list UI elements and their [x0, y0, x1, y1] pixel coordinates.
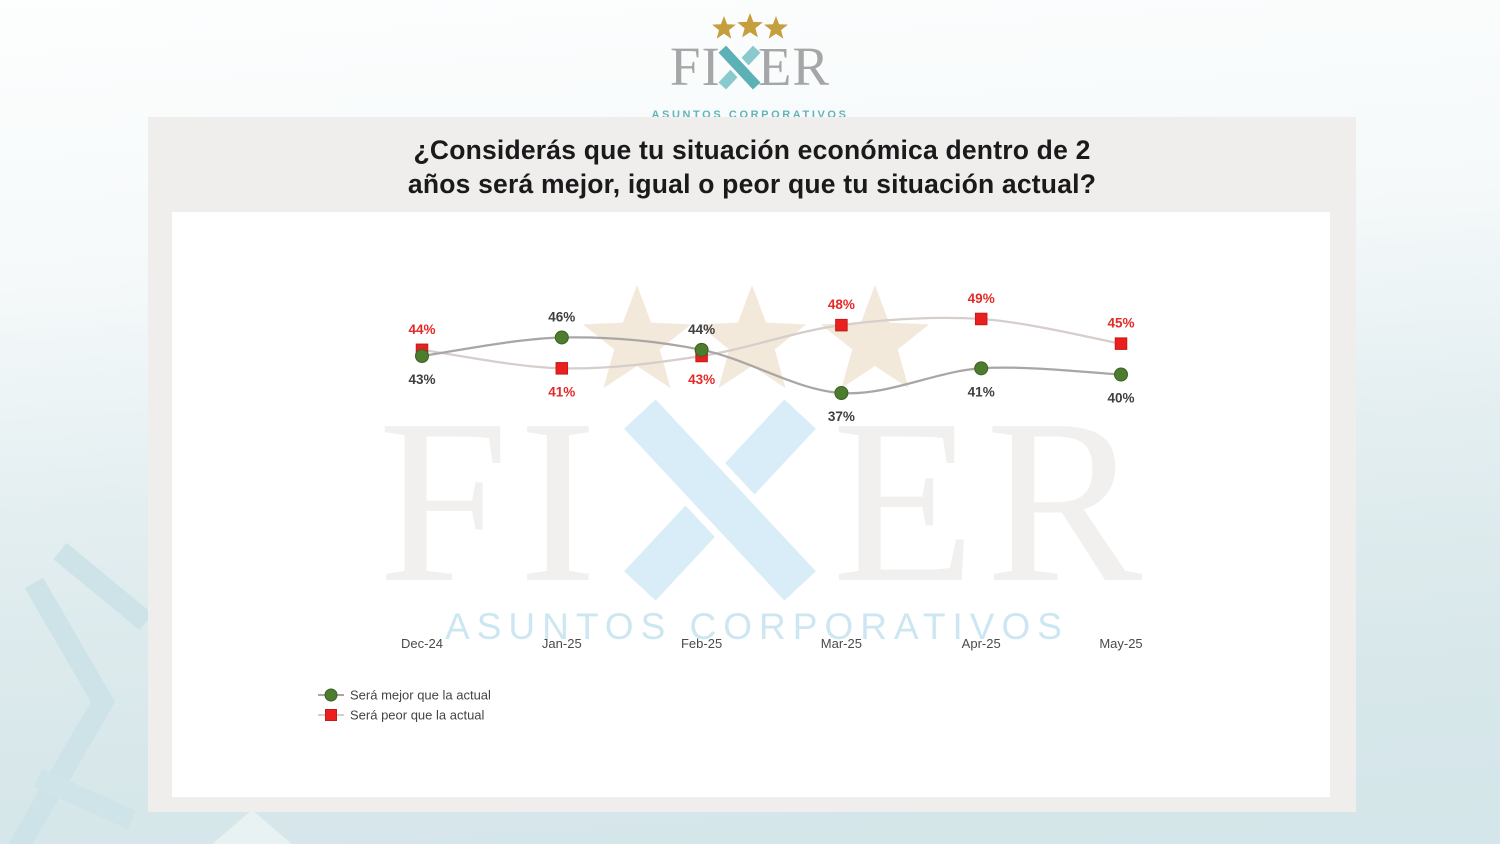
- x-axis-label: May-25: [1099, 636, 1142, 651]
- data-point-marker: [835, 318, 848, 332]
- title-line-2: años será mejor, igual o peor que tu sit…: [407, 169, 1097, 199]
- watermark-star-icon: [582, 285, 692, 389]
- value-label: 44%: [688, 322, 715, 337]
- series-line: [420, 336, 1123, 395]
- value-label: 49%: [968, 291, 995, 306]
- watermark-tagline: ASUNTOS CORPORATIVOS: [445, 606, 1069, 647]
- value-label: 41%: [548, 384, 575, 399]
- legend-item: Será mejor que la actual: [318, 688, 491, 703]
- value-label: 48%: [828, 297, 855, 312]
- data-point-marker: [1114, 337, 1128, 350]
- logo-wordmark: FI ER: [0, 39, 1500, 106]
- data-point-marker: [554, 330, 569, 345]
- legend-marker-icon: [324, 688, 338, 702]
- logo-stars-icon: [712, 13, 788, 39]
- fixer-logo: FI ER ASUNTOS CORPORATIVOS: [0, 12, 1500, 121]
- logo-text-er: ER: [757, 36, 831, 97]
- logo-x-glyph: [716, 43, 762, 92]
- value-label: 44%: [408, 322, 435, 337]
- x-axis-label: Jan-25: [542, 636, 582, 651]
- legend-marker-icon: [325, 709, 337, 721]
- gold-star-icon: [737, 13, 763, 38]
- gold-star-icon: [764, 16, 788, 39]
- value-label: 46%: [548, 309, 575, 324]
- data-point-marker: [694, 342, 709, 357]
- value-label: 45%: [1107, 316, 1134, 331]
- watermark-star-icon: [697, 285, 807, 389]
- data-point-marker: [974, 361, 989, 376]
- value-label: 43%: [408, 372, 435, 387]
- series-line: [420, 316, 1123, 370]
- data-point-marker: [1114, 367, 1128, 382]
- logo-text-fi: FI: [669, 36, 721, 97]
- x-axis-label: Apr-25: [962, 636, 1001, 651]
- data-point-marker: [834, 386, 849, 401]
- x-axis-label: Dec-24: [401, 636, 443, 651]
- x-axis-label: Mar-25: [821, 636, 862, 651]
- data-point-marker: [555, 362, 569, 375]
- watermark-text-er: ER: [832, 371, 1152, 631]
- data-point-marker: [974, 312, 988, 326]
- title-line-1: ¿Considerás que tu situación económica d…: [413, 135, 1091, 165]
- chart-question-title: ¿Considerás que tu situación económica d…: [148, 133, 1356, 201]
- value-label: 40%: [1107, 391, 1134, 406]
- legend-label: Será peor que la actual: [350, 708, 485, 723]
- gold-star-icon: [712, 16, 736, 39]
- value-label: 43%: [688, 372, 715, 387]
- legend-item: Será peor que la actual: [318, 708, 485, 723]
- slide-panel: ¿Considerás que tu situación económica d…: [148, 117, 1356, 812]
- data-point-marker: [415, 348, 429, 363]
- x-axis-label: Feb-25: [681, 636, 722, 651]
- legend-label: Será mejor que la actual: [350, 688, 491, 703]
- fixer-x-icon: [716, 43, 762, 92]
- value-label: 41%: [968, 384, 995, 399]
- watermark-text-fi: FI: [378, 371, 607, 631]
- value-label: 37%: [828, 409, 855, 424]
- watermark-star-icon: [820, 285, 930, 389]
- watermark-x-glyph: [618, 394, 822, 606]
- chart-area: FI ER ASUNTOS CORPORATIVOS 43% 44% 46% 41% 44% 4…: [172, 212, 1330, 797]
